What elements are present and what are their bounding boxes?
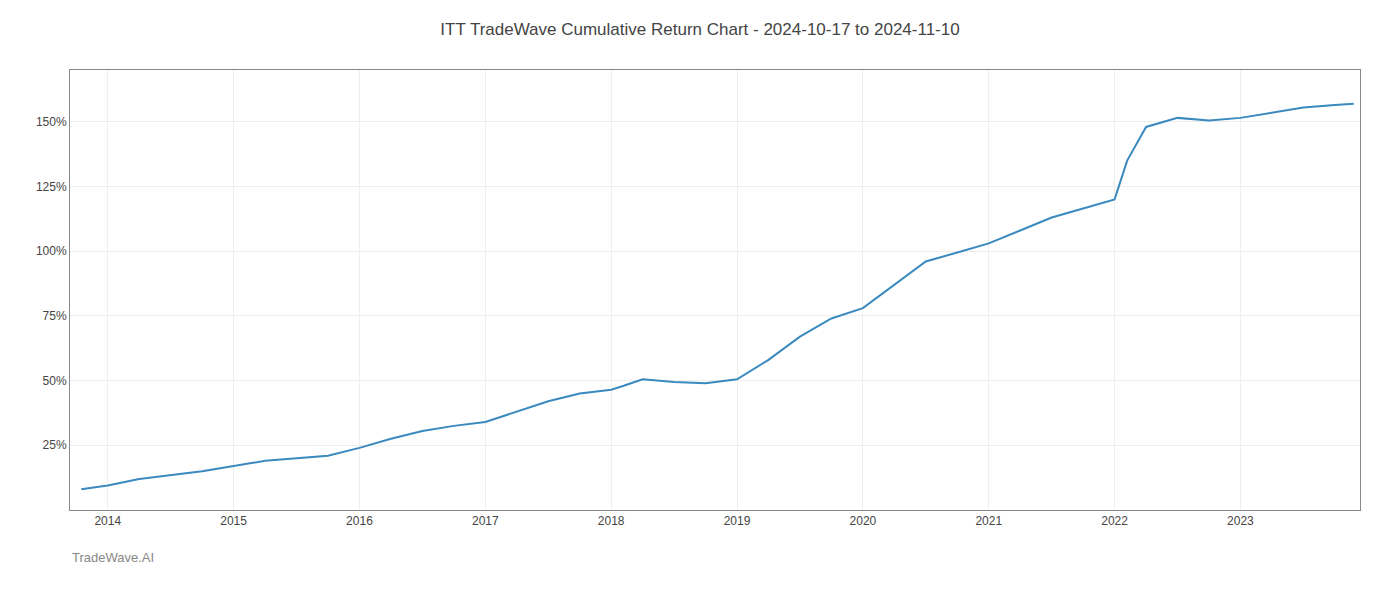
svg-text:25%: 25% [43,438,67,452]
svg-text:2018: 2018 [598,514,625,528]
svg-text:2021: 2021 [975,514,1002,528]
svg-text:2016: 2016 [346,514,373,528]
svg-text:150%: 150% [36,115,67,129]
svg-text:2023: 2023 [1227,514,1254,528]
svg-text:2022: 2022 [1101,514,1128,528]
svg-text:2020: 2020 [850,514,877,528]
svg-text:2014: 2014 [94,514,121,528]
svg-text:ITT TradeWave Cumulative Retur: ITT TradeWave Cumulative Return Chart - … [440,20,959,39]
svg-text:100%: 100% [36,244,67,258]
svg-text:125%: 125% [36,180,67,194]
svg-text:75%: 75% [43,309,67,323]
svg-text:2017: 2017 [472,514,499,528]
svg-text:TradeWave.AI: TradeWave.AI [72,550,154,565]
svg-text:2019: 2019 [724,514,751,528]
svg-text:50%: 50% [43,374,67,388]
svg-text:2015: 2015 [220,514,247,528]
